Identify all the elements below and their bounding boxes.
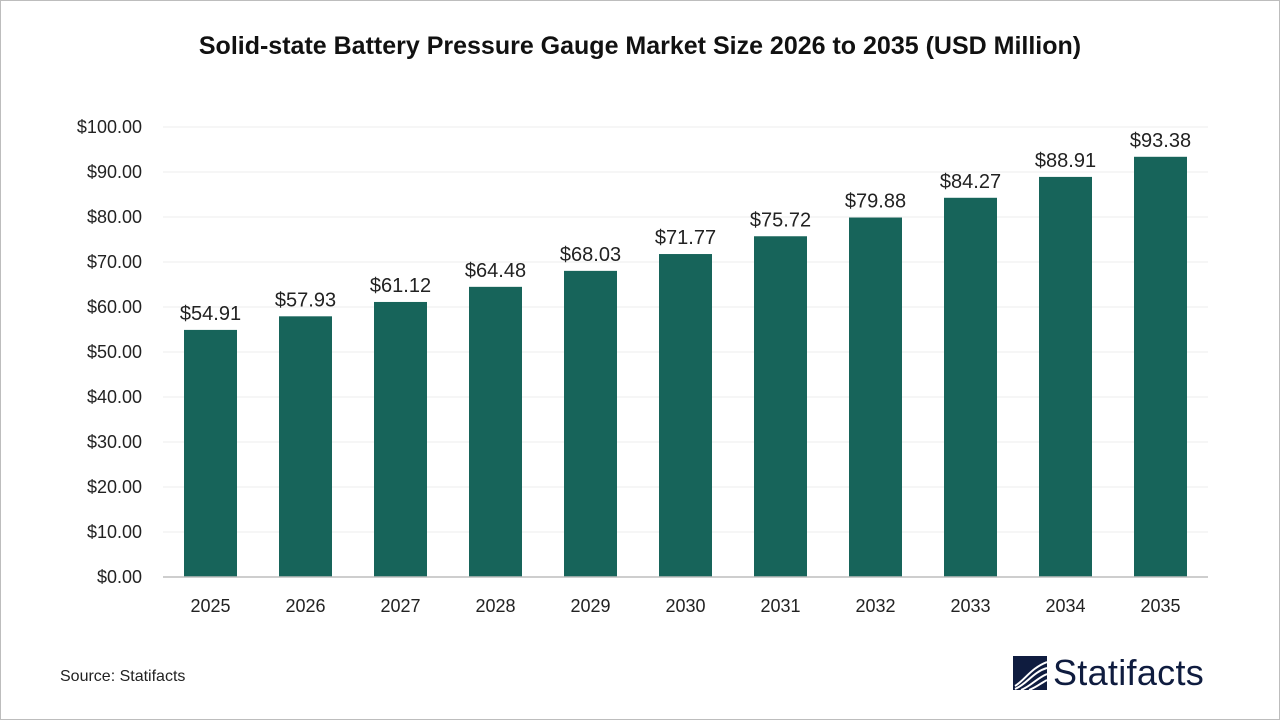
bar bbox=[754, 236, 807, 577]
bar bbox=[469, 286, 522, 577]
x-tick-label: 2031 bbox=[760, 596, 800, 616]
y-tick-label: $100.00 bbox=[77, 117, 142, 137]
data-label: $79.88 bbox=[845, 191, 906, 213]
chart-title: Solid-state Battery Pressure Gauge Marke… bbox=[198, 32, 1082, 60]
data-label: $54.91 bbox=[180, 303, 241, 325]
data-label: $68.03 bbox=[560, 244, 621, 266]
bar bbox=[944, 197, 997, 577]
x-tick-label: 2035 bbox=[1140, 596, 1180, 616]
data-label: $93.38 bbox=[1130, 130, 1191, 152]
x-tick-label: 2033 bbox=[950, 596, 990, 616]
bar bbox=[1039, 176, 1092, 577]
x-tick-label: 2025 bbox=[190, 596, 230, 616]
bar bbox=[279, 316, 332, 577]
x-tick-label: 2028 bbox=[475, 596, 515, 616]
bar bbox=[564, 270, 617, 577]
bar bbox=[374, 301, 427, 577]
y-tick-label: $30.00 bbox=[87, 432, 142, 452]
y-tick-label: $50.00 bbox=[87, 342, 142, 362]
y-tick-label: $90.00 bbox=[87, 162, 142, 182]
x-tick-label: 2034 bbox=[1045, 596, 1085, 616]
bar bbox=[659, 254, 712, 577]
x-tick-label: 2027 bbox=[380, 596, 420, 616]
x-tick-label: 2026 bbox=[285, 596, 325, 616]
y-tick-label: $40.00 bbox=[87, 387, 142, 407]
x-tick-label: 2032 bbox=[855, 596, 895, 616]
data-label: $64.48 bbox=[465, 260, 526, 282]
y-tick-label: $70.00 bbox=[87, 252, 142, 272]
source-note: Source: Statifacts bbox=[60, 668, 186, 685]
bar bbox=[1134, 156, 1187, 578]
y-tick-label: $80.00 bbox=[87, 207, 142, 227]
data-label: $88.91 bbox=[1035, 150, 1096, 172]
statifacts-logo-icon bbox=[1013, 656, 1047, 690]
data-label: $84.27 bbox=[940, 171, 1001, 193]
y-tick-label: $60.00 bbox=[87, 297, 142, 317]
data-label: $75.72 bbox=[750, 209, 811, 231]
x-tick-label: 2029 bbox=[570, 596, 610, 616]
y-tick-label: $0.00 bbox=[97, 567, 142, 587]
data-label: $71.77 bbox=[655, 227, 716, 249]
logo-text: Statifacts bbox=[1053, 652, 1205, 693]
y-tick-label: $10.00 bbox=[87, 522, 142, 542]
data-label: $61.12 bbox=[370, 275, 431, 297]
bar bbox=[849, 217, 902, 578]
x-tick-label: 2030 bbox=[665, 596, 705, 616]
y-tick-label: $20.00 bbox=[87, 477, 142, 497]
data-label: $57.93 bbox=[275, 289, 336, 311]
statifacts-logo: Statifacts bbox=[1013, 652, 1204, 694]
bar bbox=[184, 329, 237, 577]
